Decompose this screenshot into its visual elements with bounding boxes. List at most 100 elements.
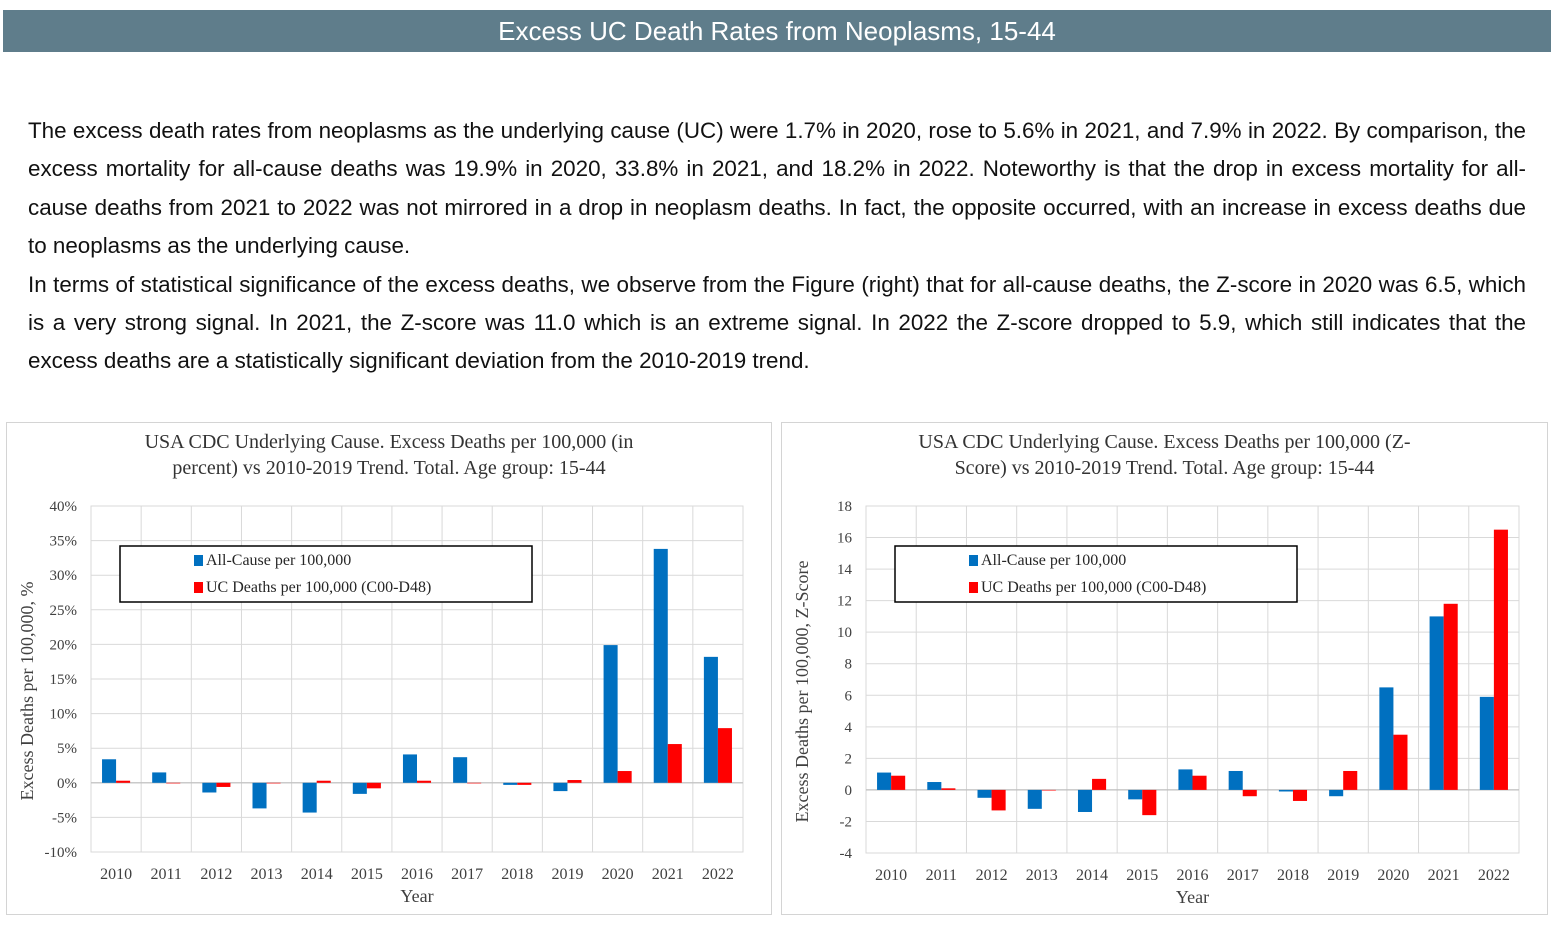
bar-all-cause-2021 <box>653 548 668 783</box>
bar-all-cause-2014 <box>302 782 317 813</box>
bar-uc-deaths-2016 <box>417 780 432 783</box>
bar-uc-deaths-2013 <box>266 782 281 784</box>
x-tick-label: 2011 <box>926 867 957 884</box>
legend-label-uc-deaths: UC Deaths per 100,000 (C00-D48) <box>981 579 1206 596</box>
bar-all-cause-2022 <box>1479 696 1494 790</box>
bar-all-cause-2020 <box>603 645 618 783</box>
bar-uc-deaths-2022 <box>1493 529 1508 790</box>
bar-all-cause-2022 <box>703 656 718 783</box>
bar-uc-deaths-2017 <box>1242 789 1257 797</box>
y-axis-title: Excess Deaths per 100,000, Z-Score <box>792 561 812 823</box>
legend-swatch-all-cause <box>194 555 203 566</box>
bar-uc-deaths-2014 <box>316 780 331 783</box>
x-tick-label: 2012 <box>200 866 232 883</box>
y-tick-label: 12 <box>837 594 852 610</box>
legend-swatch-all-cause <box>969 555 978 566</box>
bar-all-cause-2011 <box>152 772 167 783</box>
x-tick-label: 2013 <box>1026 867 1058 884</box>
x-tick-label: 2022 <box>702 866 734 883</box>
y-tick-label: 6 <box>845 688 853 704</box>
bar-uc-deaths-2010 <box>116 780 131 783</box>
body-text: The excess death rates from neoplasms as… <box>28 112 1526 381</box>
y-tick-label: 40% <box>50 499 78 515</box>
bar-uc-deaths-2016 <box>1192 775 1207 790</box>
bar-uc-deaths-2022 <box>717 728 732 783</box>
bar-all-cause-2019 <box>1329 789 1344 797</box>
bar-all-cause-2017 <box>453 757 468 783</box>
bar-uc-deaths-2013 <box>1041 789 1056 791</box>
y-tick-label: 8 <box>845 657 853 673</box>
bar-uc-deaths-2012 <box>216 782 231 787</box>
bar-uc-deaths-2017 <box>467 782 482 784</box>
bar-uc-deaths-2015 <box>366 782 381 789</box>
chart-zscore-panel: USA CDC Underlying Cause. Excess Deaths … <box>781 422 1548 915</box>
x-tick-label: 2020 <box>1377 867 1409 884</box>
chart-percent-svg: 40% 35% 30% 25% 20% 15% 10% 5% 0% -5% -10% 2010 2011… <box>17 499 744 906</box>
bar-all-cause-2018 <box>503 782 518 785</box>
bar-uc-deaths-2011 <box>166 782 181 784</box>
bar-all-cause-2020 <box>1379 687 1394 790</box>
x-tick-label: 2022 <box>1478 867 1510 884</box>
bar-all-cause-2015 <box>1128 789 1143 800</box>
legend-box <box>894 545 1298 603</box>
chart-percent-panel: USA CDC Underlying Cause. Excess Deaths … <box>6 422 772 915</box>
bar-all-cause-2021 <box>1429 616 1444 790</box>
legend-swatch-uc-deaths <box>969 582 978 593</box>
bar-all-cause-2018 <box>1278 789 1293 792</box>
x-tick-label: 2019 <box>1327 867 1359 884</box>
y-tick-label: -2 <box>840 814 853 830</box>
y-tick-label: 5% <box>57 741 77 757</box>
bar-all-cause-2010 <box>102 759 117 783</box>
x-tick-label: 2020 <box>602 866 634 883</box>
x-tick-label: 2014 <box>301 866 333 883</box>
y-tick-label: 20% <box>50 637 78 653</box>
x-tick-label: 2017 <box>1227 867 1259 884</box>
x-tick-label: 2010 <box>100 866 132 883</box>
bar-all-cause-2014 <box>1077 789 1093 812</box>
bar-all-cause-2012 <box>977 789 992 798</box>
bar-all-cause-2019 <box>553 782 568 792</box>
bar-all-cause-2015 <box>352 782 367 794</box>
x-tick-label: 2018 <box>1277 867 1309 884</box>
bar-all-cause-2013 <box>252 782 267 809</box>
x-tick-label: 2014 <box>1076 867 1108 884</box>
x-tick-label: 2012 <box>976 867 1008 884</box>
x-tick-label: 2015 <box>1126 867 1158 884</box>
paragraph-excess-rates: The excess death rates from neoplasms as… <box>28 118 1526 259</box>
bar-all-cause-2016 <box>1178 769 1193 790</box>
x-tick-label: 2019 <box>551 866 583 883</box>
bar-uc-deaths-2012 <box>991 789 1006 811</box>
bar-uc-deaths-2015 <box>1142 789 1157 816</box>
chart-title: USA CDC Underlying Cause. Excess Deaths … <box>7 429 771 481</box>
x-tick-label: 2011 <box>151 866 182 883</box>
x-tick-label: 2021 <box>1428 867 1460 884</box>
x-tick-label: 2016 <box>1177 867 1209 884</box>
page-title: Excess UC Death Rates from Neoplasms, 15… <box>3 10 1551 52</box>
x-tick-label: 2016 <box>401 866 433 883</box>
y-tick-label: 14 <box>837 562 853 578</box>
y-tick-label: 30% <box>50 568 78 584</box>
y-tick-label: -5% <box>52 810 77 826</box>
y-tick-label: 15% <box>50 672 78 688</box>
legend-box <box>119 545 533 603</box>
chart-title-line-1: USA CDC Underlying Cause. Excess Deaths … <box>144 431 634 453</box>
bar-uc-deaths-2020 <box>1393 734 1408 790</box>
chart-title: USA CDC Underlying Cause. Excess Deaths … <box>782 429 1547 481</box>
x-axis-title: Year <box>1176 887 1209 907</box>
bar-all-cause-2013 <box>1027 789 1042 809</box>
legend-swatch-uc-deaths <box>194 582 203 593</box>
y-tick-label: -10% <box>45 845 78 861</box>
chart-title-line-2: Score) vs 2010-2019 Trend. Total. Age gr… <box>954 457 1375 479</box>
y-tick-label: 0% <box>57 776 77 792</box>
y-tick-label: 0 <box>845 783 853 799</box>
paragraph-statistical-significance: In terms of statistical significance of … <box>28 271 1526 374</box>
legend-label-all-cause: All-Cause per 100,000 <box>206 552 351 569</box>
y-axis-title: Excess Deaths per 100,000, % <box>17 582 37 801</box>
y-tick-label: 4 <box>845 720 853 736</box>
bar-uc-deaths-2018 <box>1292 789 1308 801</box>
bar-uc-deaths-2020 <box>617 771 632 783</box>
bar-all-cause-2012 <box>202 782 217 793</box>
bar-all-cause-2010 <box>877 772 892 790</box>
y-tick-label: 25% <box>50 603 78 619</box>
chart-title-line-1: USA CDC Underlying Cause. Excess Deaths … <box>918 431 1411 453</box>
